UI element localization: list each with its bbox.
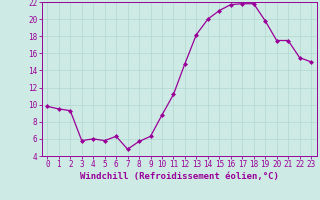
X-axis label: Windchill (Refroidissement éolien,°C): Windchill (Refroidissement éolien,°C) — [80, 172, 279, 181]
